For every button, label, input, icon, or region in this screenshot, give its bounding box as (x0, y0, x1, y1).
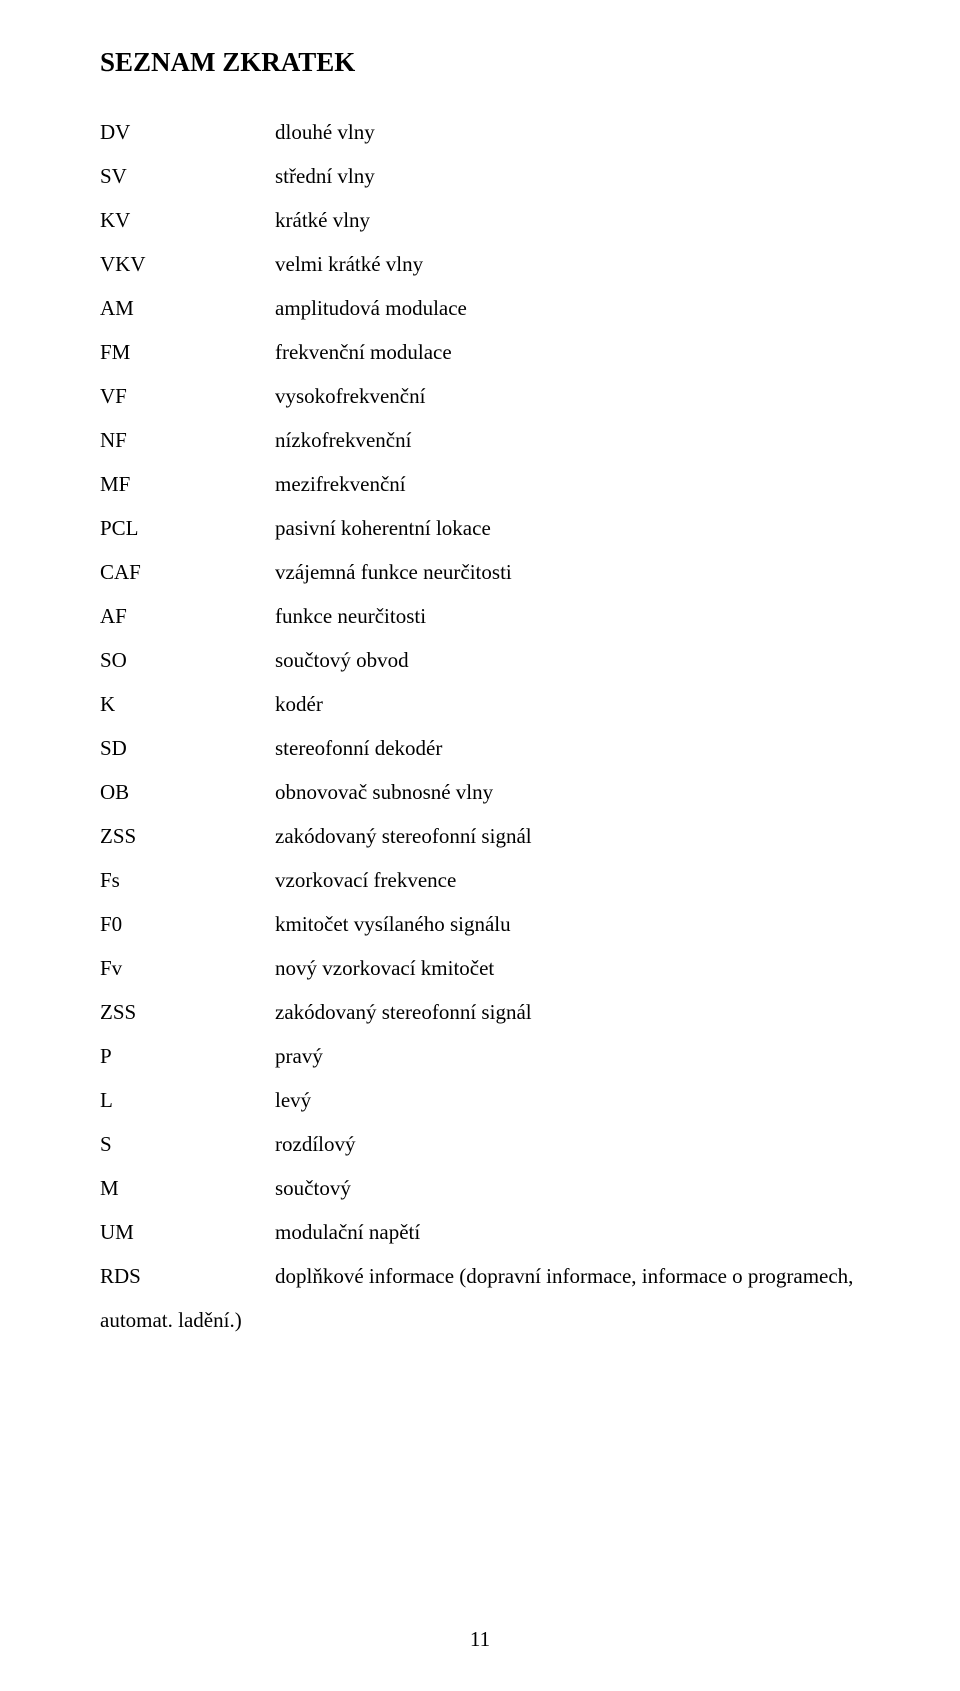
page-number: 11 (0, 1617, 960, 1661)
abbreviation-description: krátké vlny (275, 198, 860, 242)
abbreviation-description: součtový obvod (275, 638, 860, 682)
abbreviation-description: doplňkové informace (dopravní informace,… (275, 1254, 860, 1298)
abbreviation-row: Kkodér (100, 682, 860, 726)
abbreviation-term: DV (100, 110, 275, 154)
abbreviation-term: ZSS (100, 814, 275, 858)
abbreviation-term: FM (100, 330, 275, 374)
abbreviation-row: Fsvzorkovací frekvence (100, 858, 860, 902)
abbreviation-term: PCL (100, 506, 275, 550)
abbreviation-term: K (100, 682, 275, 726)
abbreviation-row: KVkrátké vlny (100, 198, 860, 242)
trailing-line: automat. ladění.) (100, 1298, 860, 1342)
abbreviation-row: Ppravý (100, 1034, 860, 1078)
abbreviation-term: UM (100, 1210, 275, 1254)
abbreviation-description: nový vzorkovací kmitočet (275, 946, 860, 990)
abbreviation-term: CAF (100, 550, 275, 594)
abbreviation-term: S (100, 1122, 275, 1166)
abbreviation-term: SV (100, 154, 275, 198)
abbreviation-row: VFvysokofrekvenční (100, 374, 860, 418)
abbreviation-term: VKV (100, 242, 275, 286)
abbreviation-row: ZSSzakódovaný stereofonní signál (100, 990, 860, 1034)
abbreviation-term: NF (100, 418, 275, 462)
abbreviation-row: Fvnový vzorkovací kmitočet (100, 946, 860, 990)
abbreviation-term: M (100, 1166, 275, 1210)
abbreviation-list: DVdlouhé vlnySVstřední vlnyKVkrátké vlny… (100, 110, 860, 1298)
abbreviation-description: obnovovač subnosné vlny (275, 770, 860, 814)
abbreviation-row: CAFvzájemná funkce neurčitosti (100, 550, 860, 594)
abbreviation-row: AFfunkce neurčitosti (100, 594, 860, 638)
abbreviation-row: Srozdílový (100, 1122, 860, 1166)
abbreviation-row: SVstřední vlny (100, 154, 860, 198)
abbreviation-term: Fv (100, 946, 275, 990)
abbreviation-row: FMfrekvenční modulace (100, 330, 860, 374)
abbreviation-row: VKVvelmi krátké vlny (100, 242, 860, 286)
abbreviation-description: součtový (275, 1166, 860, 1210)
abbreviation-description: rozdílový (275, 1122, 860, 1166)
abbreviation-term: AF (100, 594, 275, 638)
abbreviation-row: ZSSzakódovaný stereofonní signál (100, 814, 860, 858)
abbreviation-row: Msoučtový (100, 1166, 860, 1210)
abbreviation-description: zakódovaný stereofonní signál (275, 990, 860, 1034)
abbreviation-description: kodér (275, 682, 860, 726)
abbreviation-term: Fs (100, 858, 275, 902)
abbreviation-row: MFmezifrekvenční (100, 462, 860, 506)
abbreviation-description: dlouhé vlny (275, 110, 860, 154)
abbreviation-description: nízkofrekvenční (275, 418, 860, 462)
abbreviation-row: SDstereofonní dekodér (100, 726, 860, 770)
abbreviation-description: pasivní koherentní lokace (275, 506, 860, 550)
abbreviation-description: amplitudová modulace (275, 286, 860, 330)
abbreviation-row: Llevý (100, 1078, 860, 1122)
abbreviation-description: funkce neurčitosti (275, 594, 860, 638)
abbreviation-term: AM (100, 286, 275, 330)
abbreviation-term: SD (100, 726, 275, 770)
abbreviation-term: OB (100, 770, 275, 814)
abbreviation-term: SO (100, 638, 275, 682)
abbreviation-description: modulační napětí (275, 1210, 860, 1254)
abbreviation-row: RDSdoplňkové informace (dopravní informa… (100, 1254, 860, 1298)
abbreviation-term: KV (100, 198, 275, 242)
abbreviation-term: P (100, 1034, 275, 1078)
abbreviation-description: levý (275, 1078, 860, 1122)
abbreviation-description: vysokofrekvenční (275, 374, 860, 418)
abbreviation-description: mezifrekvenční (275, 462, 860, 506)
abbreviation-term: MF (100, 462, 275, 506)
abbreviation-description: střední vlny (275, 154, 860, 198)
abbreviation-description: vzorkovací frekvence (275, 858, 860, 902)
abbreviation-row: SOsoučtový obvod (100, 638, 860, 682)
abbreviation-row: F0kmitočet vysílaného signálu (100, 902, 860, 946)
abbreviation-description: velmi krátké vlny (275, 242, 860, 286)
page-title: SEZNAM ZKRATEK (100, 40, 860, 84)
abbreviation-description: kmitočet vysílaného signálu (275, 902, 860, 946)
abbreviation-description: stereofonní dekodér (275, 726, 860, 770)
abbreviation-term: ZSS (100, 990, 275, 1034)
abbreviation-row: OBobnovovač subnosné vlny (100, 770, 860, 814)
abbreviation-row: AMamplitudová modulace (100, 286, 860, 330)
abbreviation-row: DVdlouhé vlny (100, 110, 860, 154)
abbreviation-description: frekvenční modulace (275, 330, 860, 374)
abbreviation-row: PCLpasivní koherentní lokace (100, 506, 860, 550)
abbreviation-description: pravý (275, 1034, 860, 1078)
abbreviation-row: NFnízkofrekvenční (100, 418, 860, 462)
abbreviation-term: VF (100, 374, 275, 418)
abbreviation-term: RDS (100, 1254, 275, 1298)
trailing-text: automat. ladění.) (100, 1298, 242, 1342)
abbreviation-description: zakódovaný stereofonní signál (275, 814, 860, 858)
abbreviation-description: vzájemná funkce neurčitosti (275, 550, 860, 594)
abbreviation-term: L (100, 1078, 275, 1122)
document-page: SEZNAM ZKRATEK DVdlouhé vlnySVstřední vl… (0, 0, 960, 1691)
abbreviation-row: UMmodulační napětí (100, 1210, 860, 1254)
abbreviation-term: F0 (100, 902, 275, 946)
